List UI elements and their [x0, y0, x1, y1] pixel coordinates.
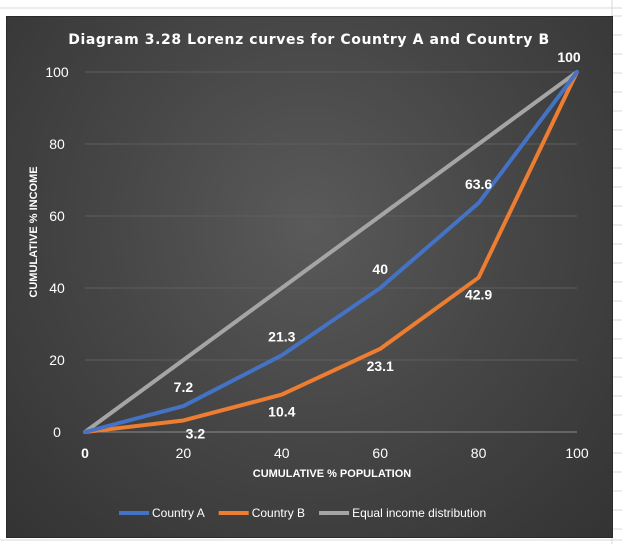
series-line-country-a[interactable]: [83, 70, 579, 434]
legend-entry[interactable]: Equal income distribution: [352, 506, 486, 520]
data-label: 7.2: [174, 379, 194, 395]
y-tick-label: 80: [49, 136, 65, 152]
y-tick-label: 40: [49, 280, 65, 296]
y-tick-label: 20: [49, 352, 65, 368]
y-tick-label: 100: [45, 64, 69, 80]
series-line-country-b[interactable]: [83, 70, 579, 434]
data-label: 40: [372, 261, 388, 277]
x-tick-label: 40: [274, 445, 290, 461]
series-lines: [83, 70, 579, 434]
y-tick-label: 60: [49, 208, 65, 224]
x-tick-label: 20: [176, 445, 192, 461]
data-label: 63.6: [465, 176, 492, 192]
lorenz-chart: Diagram 3.28 Lorenz curves for Country A…: [28, 32, 589, 520]
legend: Country A Country B Equal income distribut…: [119, 506, 486, 520]
x-tick-label: 80: [471, 445, 487, 461]
y-axis-ticks: 0 20 40 60 80 100: [45, 64, 69, 440]
legend-entry[interactable]: Country A: [152, 506, 205, 520]
x-axis-label: CUMULATIVE % POPULATION: [253, 468, 412, 480]
y-axis-label: CUMULATIVE % INCOME: [28, 166, 40, 297]
data-label: 42.9: [465, 287, 492, 303]
data-label: 100: [557, 49, 581, 65]
series-line-equal-income-distribution[interactable]: [83, 70, 579, 434]
chart-area[interactable]: Diagram 3.28 Lorenz curves for Country A…: [6, 16, 613, 538]
data-label: 23.1: [367, 358, 394, 374]
x-tick-label: 0: [81, 445, 89, 461]
x-axis-ticks: 0 20 40 60 80 100: [81, 445, 589, 461]
legend-entry[interactable]: Country B: [252, 506, 305, 520]
data-label: 10.4: [268, 404, 295, 420]
data-label: 3.2: [186, 425, 206, 441]
data-labels: 7.2 21.3 40 63.6 100 3.2 10.4 23.1 42.9: [174, 49, 581, 441]
x-tick-label: 60: [372, 445, 388, 461]
x-tick-label: 100: [565, 445, 589, 461]
gridlines: [85, 71, 577, 433]
chart-title: Diagram 3.28 Lorenz curves for Country A…: [68, 32, 549, 48]
y-tick-label: 0: [53, 424, 61, 440]
data-label: 21.3: [268, 328, 295, 344]
